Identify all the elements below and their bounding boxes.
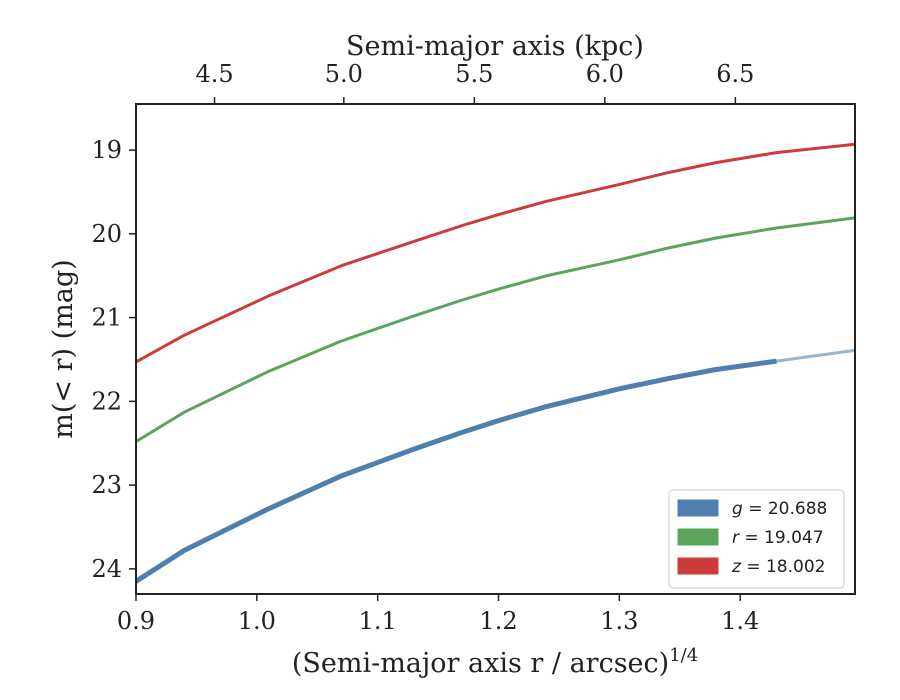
legend-label-r: r = 19.047 xyxy=(732,528,824,548)
top-axis-title: Semi-major axis (kpc) xyxy=(346,31,644,62)
y-axis-title: m(< r) (mag) xyxy=(48,259,79,438)
legend-value-r: = 19.047 xyxy=(739,528,824,548)
top-tick-label: 5.5 xyxy=(455,60,493,88)
top-tick-label: 6.0 xyxy=(586,60,624,88)
y-tick-label: 22 xyxy=(91,387,122,415)
x-tick-label: 1.4 xyxy=(721,607,759,635)
series-z-line xyxy=(136,142,855,364)
y-tick-label: 24 xyxy=(91,555,122,583)
x-axis-title-main: (Semi-major axis r / arcsec) xyxy=(292,648,669,679)
axis-ticks: 0.9 1.0 1.1 1.2 1.3 1.4 19 20 21 22 23 24 4.5 5.0 5.5 6… xyxy=(91,60,759,635)
series-g-extension-line xyxy=(776,348,855,363)
legend-swatch-g xyxy=(677,499,719,517)
series-g-line xyxy=(136,358,777,584)
x-tick-label: 1.1 xyxy=(359,607,397,635)
top-tick-label: 6.5 xyxy=(716,60,754,88)
legend-value-z: = 18.002 xyxy=(741,557,826,577)
legend-label-z: z = 18.002 xyxy=(731,557,825,577)
legend-swatch-z xyxy=(677,557,719,575)
y-tick-label: 19 xyxy=(91,136,122,164)
legend-label-g: g = 20.688 xyxy=(732,499,827,519)
legend-var-r: r xyxy=(732,528,740,548)
y-tick-label: 23 xyxy=(91,471,122,499)
series-r-line xyxy=(136,216,855,443)
x-tick-label: 0.9 xyxy=(117,607,155,635)
legend-value-g: = 20.688 xyxy=(743,499,828,519)
y-tick-label: 21 xyxy=(91,304,122,332)
legend-var-g: g xyxy=(732,499,743,519)
legend-swatch-r xyxy=(677,528,719,546)
plot-frame xyxy=(135,103,856,595)
x-tick-label: 1.2 xyxy=(479,607,517,635)
x-axis-title-exponent: 1/4 xyxy=(669,645,698,666)
y-tick-label: 20 xyxy=(91,220,122,248)
top-tick-label: 4.5 xyxy=(195,60,233,88)
x-tick-label: 1.0 xyxy=(238,607,276,635)
plot-lines xyxy=(136,142,855,584)
legend-var-z: z xyxy=(731,557,742,577)
top-tick-label: 5.0 xyxy=(325,60,363,88)
x-tick-label: 1.3 xyxy=(600,607,638,635)
x-axis-title: (Semi-major axis r / arcsec)1/4 xyxy=(292,645,698,679)
